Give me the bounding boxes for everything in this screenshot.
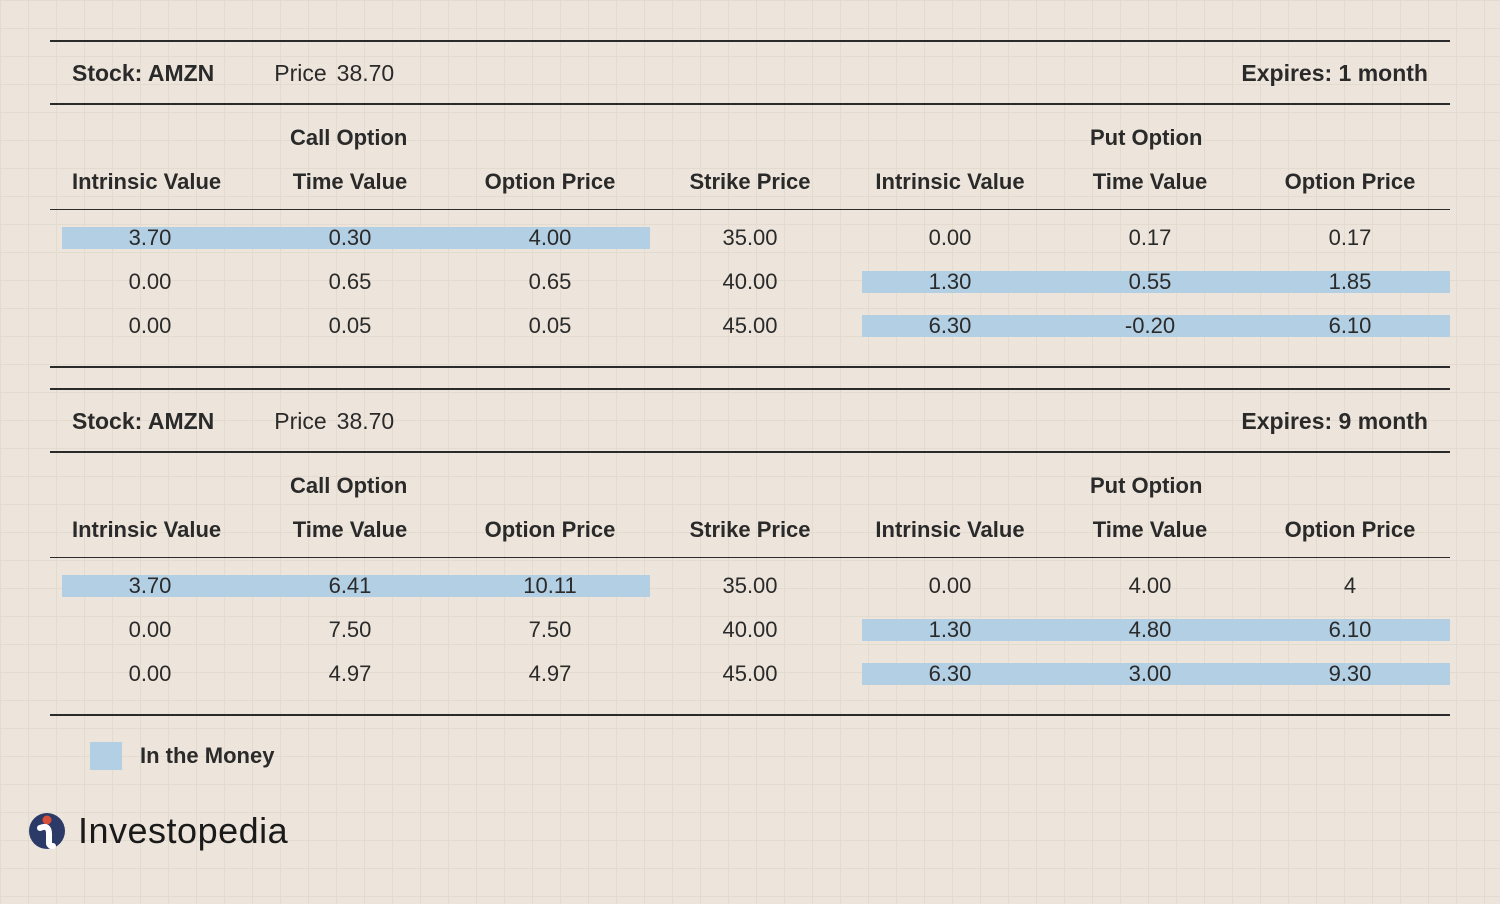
cell: 9.30: [1250, 661, 1450, 687]
col-time: Time Value: [1050, 169, 1250, 195]
column-headers: Intrinsic ValueTime ValueOption PriceStr…: [50, 503, 1450, 558]
price-value: 38.70: [337, 60, 395, 87]
cell: 45.00: [650, 313, 850, 339]
cell: 35.00: [650, 225, 850, 251]
cell: 6.30: [850, 313, 1050, 339]
cell: 6.10: [1250, 313, 1450, 339]
cell: 1.30: [850, 269, 1050, 295]
cell: 6.30: [850, 661, 1050, 687]
expires-label: Expires: 9 month: [1241, 408, 1428, 435]
cell: 0.00: [50, 617, 250, 643]
cell: 0.30: [250, 225, 450, 251]
options-table: Stock: AMZN Price 38.70 Expires: 1 month Cal…: [50, 40, 1450, 368]
cell: 4.80: [1050, 617, 1250, 643]
table-header: Stock: AMZN Price 38.70 Expires: 1 month: [50, 42, 1450, 105]
cell: 7.50: [450, 617, 650, 643]
table-row: 0.000.650.6540.001.300.551.85: [50, 260, 1450, 304]
cell: 40.00: [650, 269, 850, 295]
expires-label: Expires: 1 month: [1241, 60, 1428, 87]
cell: 0.17: [1050, 225, 1250, 251]
col-time: Time Value: [1050, 517, 1250, 543]
price-value: 38.70: [337, 408, 395, 435]
col-option-price: Option Price: [450, 169, 650, 195]
column-headers: Intrinsic ValueTime ValueOption PriceStr…: [50, 155, 1450, 210]
cell: 0.00: [50, 661, 250, 687]
call-group-label: Call Option: [250, 125, 450, 151]
cell: 4.00: [450, 225, 650, 251]
brand-name: Investopedia: [78, 810, 288, 852]
cell: 6.41: [250, 573, 450, 599]
put-group-label: Put Option: [1050, 473, 1250, 499]
price-label: Price: [274, 408, 326, 435]
cell: 4.97: [250, 661, 450, 687]
cell: 0.05: [450, 313, 650, 339]
cell: 3.70: [50, 573, 250, 599]
cell: 4: [1250, 573, 1450, 599]
col-option-price: Option Price: [1250, 517, 1450, 543]
cell: 0.17: [1250, 225, 1450, 251]
cell: 40.00: [650, 617, 850, 643]
col-time: Time Value: [250, 169, 450, 195]
col-option-price: Option Price: [450, 517, 650, 543]
cell: 7.50: [250, 617, 450, 643]
cell: 3.70: [50, 225, 250, 251]
col-strike: Strike Price: [650, 169, 850, 195]
cell: 35.00: [650, 573, 850, 599]
column-groups: Call Option Put Option: [50, 453, 1450, 503]
cell: 0.00: [50, 269, 250, 295]
put-group-label: Put Option: [1050, 125, 1250, 151]
cell: 0.00: [850, 573, 1050, 599]
cell: 3.00: [1050, 661, 1250, 687]
cell: 6.10: [1250, 617, 1450, 643]
table-row: 0.000.050.0545.006.30-0.206.10: [50, 304, 1450, 348]
cell: 0.00: [850, 225, 1050, 251]
col-intrinsic: Intrinsic Value: [50, 169, 250, 195]
price-label: Price: [274, 60, 326, 87]
cell: 1.30: [850, 617, 1050, 643]
cell: 45.00: [650, 661, 850, 687]
col-time: Time Value: [250, 517, 450, 543]
table-row: 0.004.974.9745.006.303.009.30: [50, 652, 1450, 696]
cell: 0.65: [450, 269, 650, 295]
call-group-label: Call Option: [250, 473, 450, 499]
options-table: Stock: AMZN Price 38.70 Expires: 9 month Cal…: [50, 388, 1450, 716]
table-row: 3.700.304.0035.000.000.170.17: [50, 216, 1450, 260]
cell: 0.05: [250, 313, 450, 339]
table-row: 3.706.4110.1135.000.004.004: [50, 564, 1450, 608]
col-strike: Strike Price: [650, 517, 850, 543]
cell: 4.00: [1050, 573, 1250, 599]
cell: -0.20: [1050, 313, 1250, 339]
legend: In the Money: [90, 742, 1450, 770]
col-intrinsic: Intrinsic Value: [50, 517, 250, 543]
cell: 4.97: [450, 661, 650, 687]
col-option-price: Option Price: [1250, 169, 1450, 195]
cell: 10.11: [450, 573, 650, 599]
legend-swatch: [90, 742, 122, 770]
col-intrinsic: Intrinsic Value: [850, 517, 1050, 543]
brand-logo-icon: [26, 810, 68, 852]
column-groups: Call Option Put Option: [50, 105, 1450, 155]
stock-label: Stock: AMZN: [72, 60, 214, 87]
brand: Investopedia: [26, 810, 1450, 852]
cell: 0.65: [250, 269, 450, 295]
cell: 0.00: [50, 313, 250, 339]
table-row: 0.007.507.5040.001.304.806.10: [50, 608, 1450, 652]
cell: 1.85: [1250, 269, 1450, 295]
col-intrinsic: Intrinsic Value: [850, 169, 1050, 195]
table-header: Stock: AMZN Price 38.70 Expires: 9 month: [50, 390, 1450, 453]
stock-label: Stock: AMZN: [72, 408, 214, 435]
legend-label: In the Money: [140, 743, 274, 769]
cell: 0.55: [1050, 269, 1250, 295]
